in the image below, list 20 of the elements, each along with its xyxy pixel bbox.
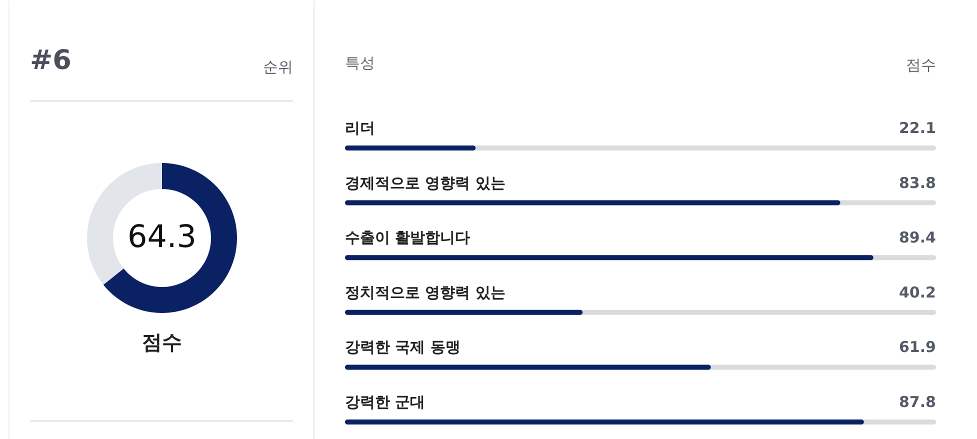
text: #6 xyxy=(30,45,72,76)
category-label: 리더 xyxy=(345,119,375,137)
category-label: 경제적으로 영향력 있는 xyxy=(345,174,506,192)
text: 점수 xyxy=(142,330,182,354)
data-label: 61.9 xyxy=(898,338,936,356)
x-axis-title: 점수 xyxy=(906,56,936,74)
data-label: 89.4 xyxy=(898,228,936,247)
data-label: 40.2 xyxy=(898,283,936,302)
category-label: 정치적으로 영향력 있는 xyxy=(345,283,506,302)
category-label: 수출이 활발합니다 xyxy=(345,228,470,247)
bar xyxy=(345,146,476,150)
text: 순위 xyxy=(263,58,293,76)
data-label: 22.1 xyxy=(898,119,936,137)
data-label: 87.8 xyxy=(898,393,936,411)
data-label: 64.3 xyxy=(127,219,197,255)
y-axis-title: 특성 xyxy=(345,54,375,72)
donut-slice xyxy=(103,163,237,313)
data-label: 83.8 xyxy=(898,174,936,192)
category-label: 강력한 군대 xyxy=(345,393,426,411)
category-label: 강력한 국제 동맹 xyxy=(345,338,460,356)
